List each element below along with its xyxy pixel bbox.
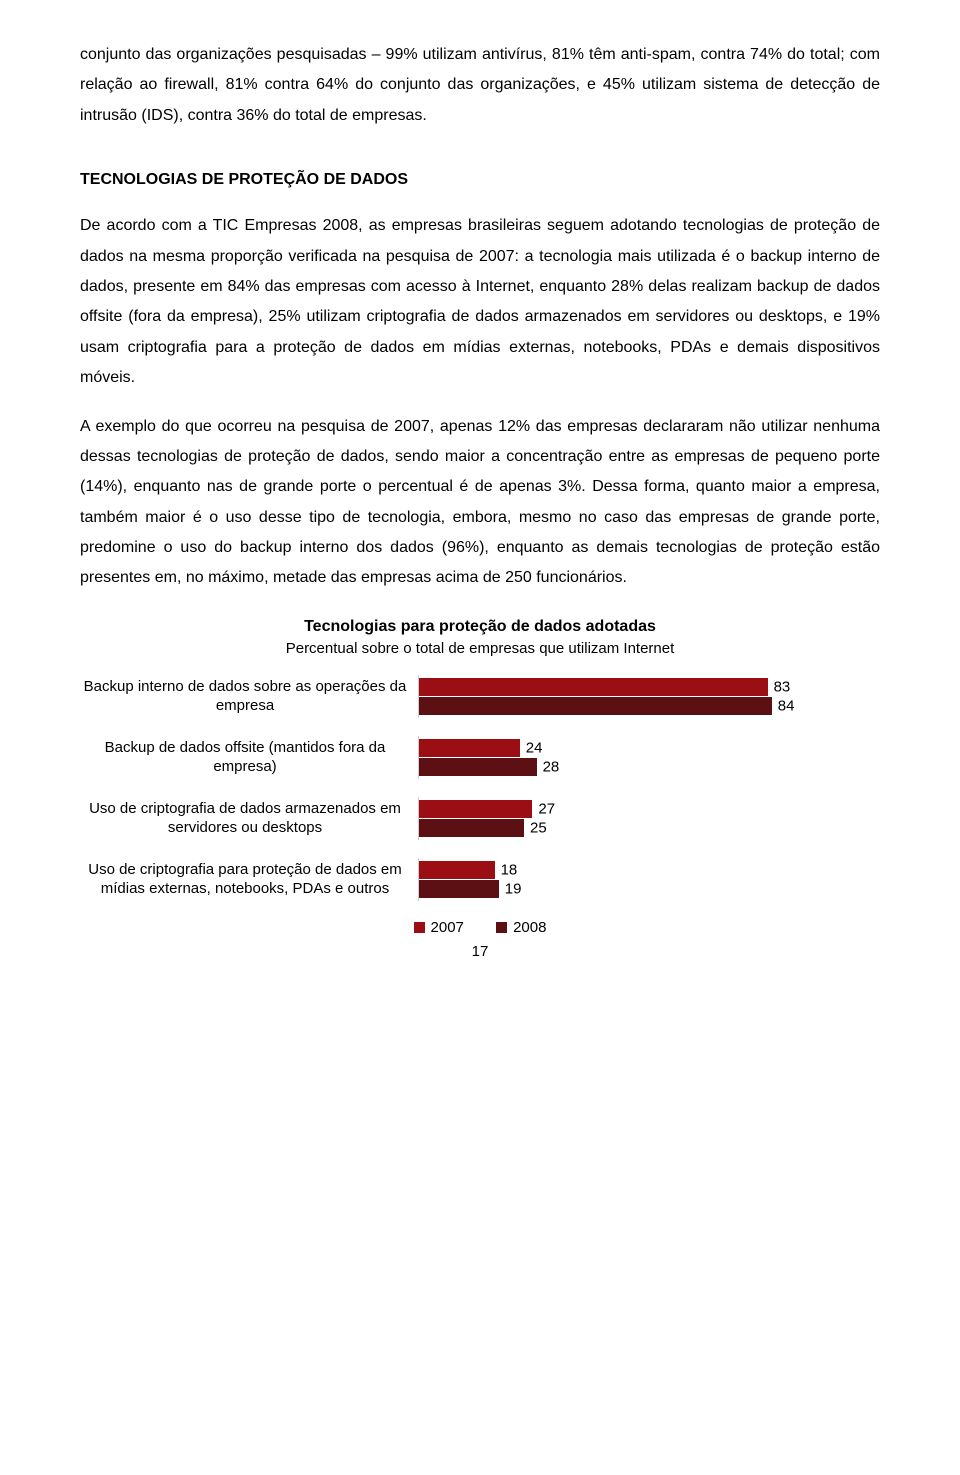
section-title: TECNOLOGIAS DE PROTEÇÃO DE DADOS [80,171,880,189]
chart-bars: 8384 [418,675,839,718]
chart-category: Uso de criptografia para proteção de dad… [80,858,880,901]
legend-item-2008: 2008 [496,919,546,936]
chart-bar: 27 [419,800,532,818]
chart-category-label: Uso de criptografia de dados armazenados… [80,799,418,838]
chart-bar: 24 [419,739,520,757]
chart-bar-value: 18 [501,861,518,878]
chart-bar-value: 28 [543,758,560,775]
chart-category-label: Backup interno de dados sobre as operaçõ… [80,677,418,716]
chart-bar-pair: 2725 [419,797,839,840]
chart-legend: 2007 2008 [80,919,880,937]
paragraph-3: A exemplo do que ocorreu na pesquisa de … [80,412,880,594]
chart-bar-value: 84 [778,697,795,714]
chart-category: Uso de criptografia de dados armazenados… [80,797,880,840]
chart-category-label: Uso de criptografia para proteção de dad… [80,860,418,899]
chart-bar: 84 [419,697,772,715]
chart-bars: 2428 [418,736,839,779]
chart-bar: 25 [419,819,524,837]
legend-swatch-2007 [414,922,425,933]
page: conjunto das organizações pesquisadas – … [0,0,960,1475]
chart-bar-value: 24 [526,739,543,756]
chart-bars: 1819 [418,858,839,901]
chart-bar-value: 27 [538,800,555,817]
page-number: 17 [80,943,880,960]
chart-category: Backup interno de dados sobre as operaçõ… [80,675,880,718]
chart-subtitle: Percentual sobre o total de empresas que… [80,640,880,657]
legend-swatch-2008 [496,922,507,933]
paragraph-2: De acordo com a TIC Empresas 2008, as em… [80,211,880,393]
chart-bar: 83 [419,678,768,696]
chart-bar-pair: 2428 [419,736,839,779]
legend-label-2007: 2007 [431,919,464,936]
chart-bar-pair: 8384 [419,675,839,718]
chart: Backup interno de dados sobre as operaçõ… [80,675,880,901]
chart-category-label: Backup de dados offsite (mantidos fora d… [80,738,418,777]
chart-category: Backup de dados offsite (mantidos fora d… [80,736,880,779]
chart-bar-pair: 1819 [419,858,839,901]
chart-bar-value: 83 [774,678,791,695]
legend-label-2008: 2008 [513,919,546,936]
chart-title: Tecnologias para proteção de dados adota… [80,618,880,636]
chart-bar: 19 [419,880,499,898]
paragraph-1: conjunto das organizações pesquisadas – … [80,40,880,131]
chart-bars: 2725 [418,797,839,840]
chart-bar-value: 25 [530,819,547,836]
chart-bar: 18 [419,861,495,879]
legend-item-2007: 2007 [414,919,464,936]
chart-bar: 28 [419,758,537,776]
chart-bar-value: 19 [505,880,522,897]
